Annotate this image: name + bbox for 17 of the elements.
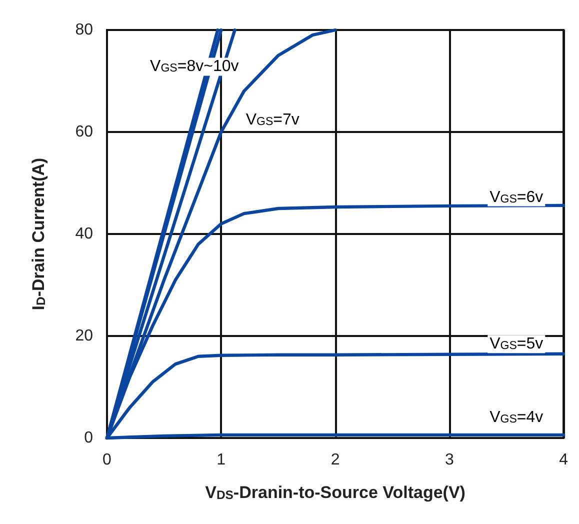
annotation: VGS=6v <box>490 188 544 206</box>
y-tick-label: 0 <box>84 430 94 446</box>
x-tick-label: 4 <box>559 452 568 468</box>
y-tick-label: 40 <box>75 226 94 242</box>
x-tick-label: 1 <box>216 452 226 468</box>
x-tick-label: 2 <box>330 452 340 468</box>
annotation: VGS=7v <box>246 111 300 128</box>
y-tick-label: 20 <box>75 328 94 344</box>
annotation: VGS=8v~10v <box>150 58 239 76</box>
y-axis-title: ID-Drain Current(A) <box>29 158 48 310</box>
y-tick-label: 60 <box>75 124 94 140</box>
annotation: VGS=4v <box>490 409 544 426</box>
x-tick-label: 3 <box>444 452 454 468</box>
annotation: VGS=5v <box>490 336 544 353</box>
x-tick-label: 0 <box>102 452 112 468</box>
y-tick-label: 80 <box>75 22 94 38</box>
x-axis-title: VDS-Dranin-to-Source Voltage(V) <box>205 483 466 502</box>
